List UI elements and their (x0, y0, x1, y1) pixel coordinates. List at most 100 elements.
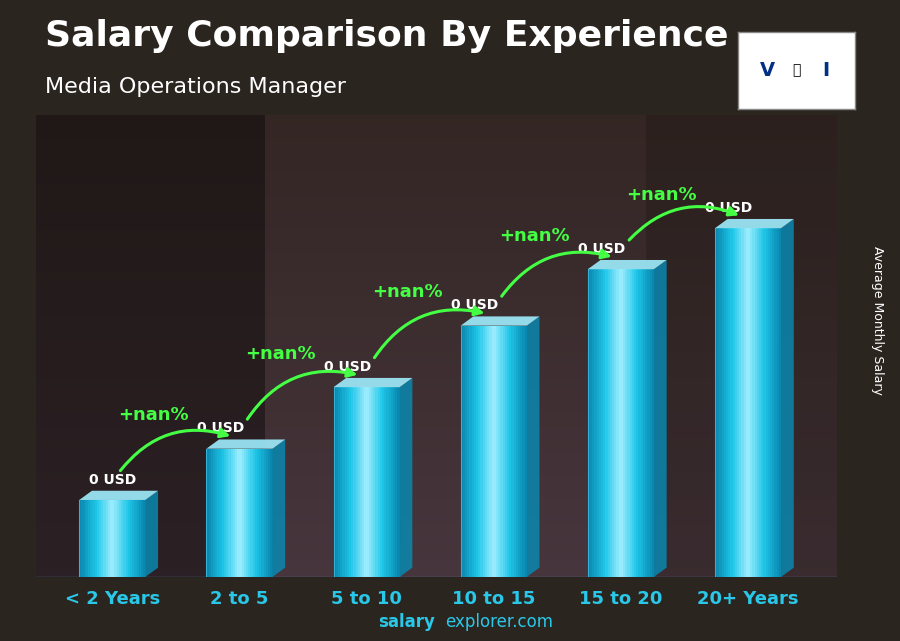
Bar (226, 449, 229, 577)
Bar (496, 326, 499, 577)
Bar (476, 326, 479, 577)
Bar (491, 326, 494, 577)
Bar (623, 269, 626, 577)
Bar (505, 326, 508, 577)
Polygon shape (715, 219, 794, 228)
Bar (345, 387, 347, 577)
Bar (255, 449, 257, 577)
Bar (606, 269, 608, 577)
Bar (235, 449, 238, 577)
Bar (375, 387, 378, 577)
Bar (253, 449, 255, 577)
Bar (349, 387, 351, 577)
Bar (220, 449, 222, 577)
Bar (362, 387, 364, 577)
Bar (262, 449, 264, 577)
Bar (218, 449, 220, 577)
Bar (763, 228, 766, 577)
Text: 0 USD: 0 USD (197, 421, 244, 435)
Bar (722, 228, 724, 577)
Bar (215, 449, 218, 577)
Bar (715, 228, 717, 577)
Bar (334, 387, 336, 577)
Bar (104, 500, 106, 577)
Bar (650, 269, 652, 577)
Bar (391, 387, 393, 577)
Bar (270, 449, 273, 577)
Bar (94, 500, 97, 577)
Bar (500, 326, 503, 577)
Bar (598, 269, 601, 577)
Bar (206, 449, 209, 577)
Bar (238, 449, 239, 577)
Polygon shape (781, 219, 794, 577)
Bar (211, 449, 213, 577)
Bar (259, 449, 262, 577)
Bar (742, 228, 743, 577)
Text: salary: salary (378, 613, 435, 631)
Polygon shape (646, 115, 837, 577)
Bar (338, 387, 340, 577)
Bar (481, 326, 483, 577)
Bar (139, 500, 141, 577)
Polygon shape (588, 260, 667, 269)
Bar (461, 326, 464, 577)
Bar (229, 449, 231, 577)
Bar (652, 269, 654, 577)
Text: +nan%: +nan% (500, 227, 570, 245)
Bar (514, 326, 516, 577)
Text: 0 USD: 0 USD (578, 242, 626, 256)
Bar (594, 269, 597, 577)
Bar (224, 449, 227, 577)
Bar (757, 228, 760, 577)
Bar (143, 500, 146, 577)
Bar (638, 269, 641, 577)
Bar (597, 269, 599, 577)
Bar (470, 326, 472, 577)
Bar (502, 326, 505, 577)
Polygon shape (273, 440, 285, 577)
Bar (209, 449, 211, 577)
Bar (490, 326, 491, 577)
Bar (90, 500, 93, 577)
Bar (634, 269, 636, 577)
Text: +nan%: +nan% (245, 345, 315, 363)
Bar (137, 500, 139, 577)
Bar (522, 326, 525, 577)
Bar (525, 326, 527, 577)
Bar (114, 500, 117, 577)
Bar (717, 228, 720, 577)
Text: Media Operations Manager: Media Operations Manager (45, 77, 346, 97)
Bar (356, 387, 358, 577)
Text: Salary Comparison By Experience: Salary Comparison By Experience (45, 19, 728, 53)
Bar (643, 269, 645, 577)
Bar (117, 500, 119, 577)
Bar (485, 326, 488, 577)
Bar (614, 269, 617, 577)
Text: +nan%: +nan% (118, 406, 188, 424)
Bar (360, 387, 363, 577)
Text: 🦅: 🦅 (792, 63, 801, 78)
Bar (97, 500, 99, 577)
Bar (241, 449, 244, 577)
Bar (588, 269, 590, 577)
Text: 0 USD: 0 USD (451, 298, 499, 312)
Text: I: I (823, 61, 829, 80)
Bar (102, 500, 104, 577)
Bar (125, 500, 128, 577)
Bar (632, 269, 634, 577)
Text: +nan%: +nan% (626, 186, 697, 204)
Bar (777, 228, 779, 577)
Bar (630, 269, 632, 577)
Bar (382, 387, 384, 577)
Bar (268, 449, 271, 577)
Bar (398, 387, 400, 577)
Bar (257, 449, 259, 577)
Bar (130, 500, 132, 577)
Bar (358, 387, 360, 577)
Bar (132, 500, 135, 577)
Bar (110, 500, 112, 577)
Bar (726, 228, 728, 577)
Bar (734, 228, 737, 577)
Bar (754, 228, 757, 577)
